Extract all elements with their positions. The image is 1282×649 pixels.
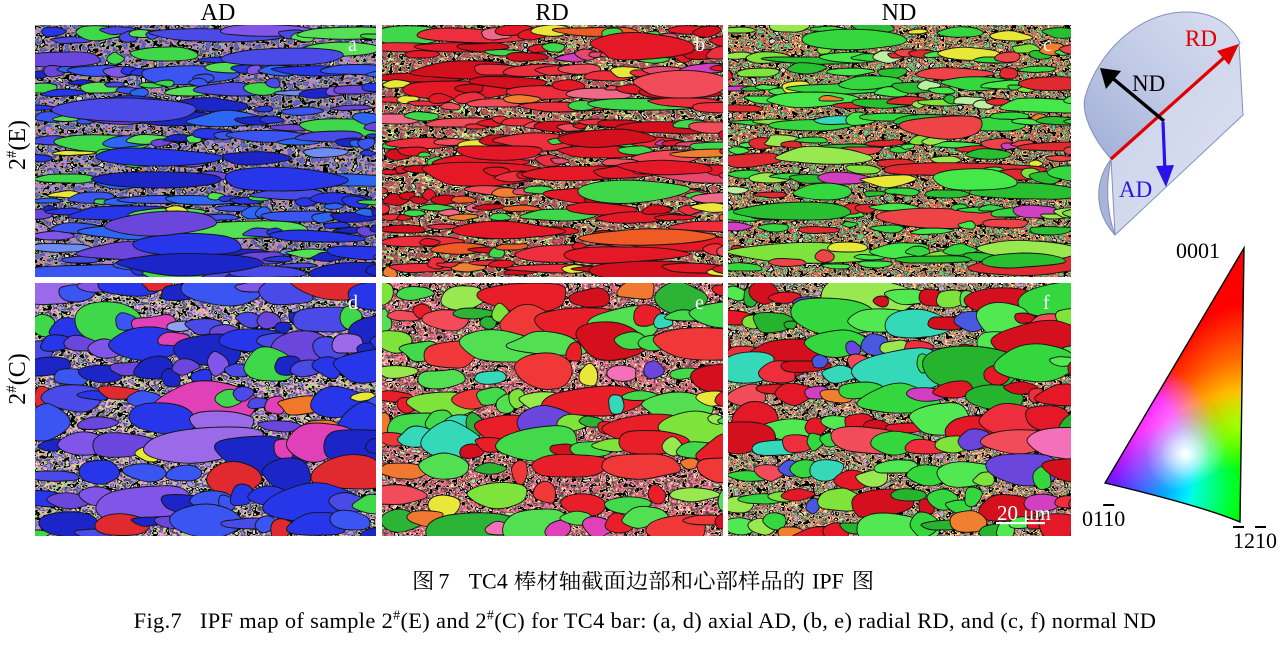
svg-text:a: a (348, 34, 357, 56)
svg-text:ND: ND (1132, 71, 1165, 96)
svg-text:IPF: IPF (812, 571, 844, 594)
svg-text:d: d (348, 292, 358, 314)
svg-text:b: b (695, 34, 705, 56)
svg-text:7: 7 (438, 571, 449, 594)
svg-text:AD: AD (1119, 177, 1152, 202)
svg-text:c: c (1043, 34, 1052, 56)
svg-text:e: e (695, 292, 704, 314)
svg-text:f: f (1043, 292, 1050, 314)
svg-text:RD: RD (1185, 26, 1217, 51)
svg-text:TC4: TC4 (469, 571, 508, 594)
svg-text:20 μm: 20 μm (997, 501, 1051, 525)
